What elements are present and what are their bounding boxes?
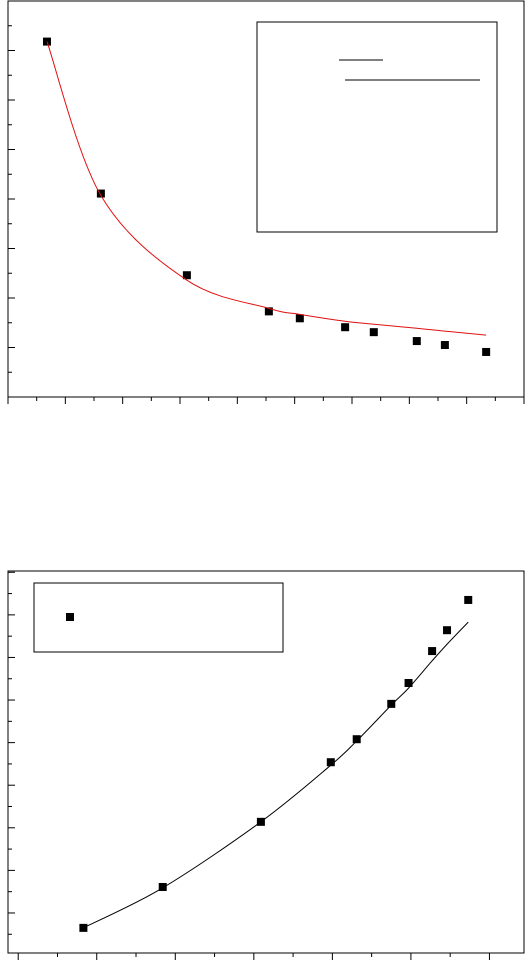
fit-line: [46, 41, 487, 336]
data-point: [428, 647, 437, 656]
legend-box: [256, 21, 498, 233]
data-point: [443, 626, 452, 635]
data-point: [96, 189, 105, 198]
legend-marker: [66, 613, 74, 621]
fit-line: [83, 621, 469, 929]
data-point: [369, 328, 378, 337]
data-point: [352, 735, 361, 744]
data-point: [440, 341, 449, 350]
data-point: [326, 758, 335, 767]
plot-frame: [7, 0, 525, 398]
data-point: [482, 347, 491, 356]
data-point: [464, 595, 473, 604]
data-point: [182, 271, 191, 280]
plot-frame: [7, 570, 525, 954]
data-point: [387, 699, 396, 708]
data-point: [295, 314, 304, 323]
data-point: [264, 307, 273, 316]
legend-box: [33, 582, 284, 653]
data-point: [341, 323, 350, 332]
data-point: [412, 337, 421, 346]
data-point: [404, 679, 413, 688]
data-point: [158, 882, 167, 891]
